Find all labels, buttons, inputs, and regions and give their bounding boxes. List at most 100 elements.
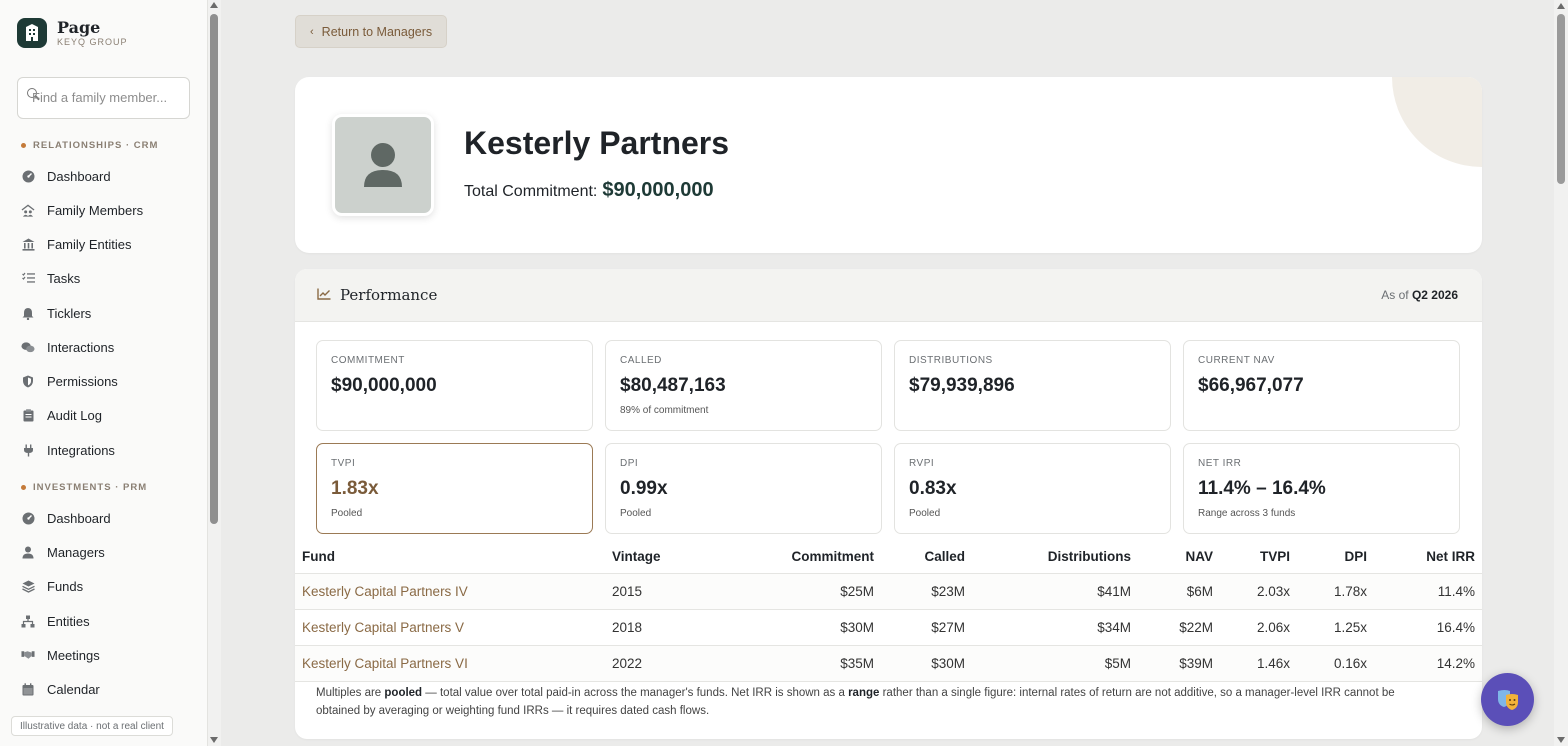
sidebar-item-prm-dashboard[interactable]: Dashboard bbox=[21, 505, 201, 531]
kpi-called: CALLED $80,487,163 89% of commitment bbox=[605, 340, 882, 431]
brand-subtitle: KEYQ GROUP bbox=[57, 36, 128, 47]
shield-icon bbox=[21, 374, 35, 388]
sidebar-item-managers[interactable]: Managers bbox=[21, 539, 201, 565]
sidebar-item-audit-log[interactable]: Audit Log bbox=[21, 402, 201, 428]
as-of-date: As of Q2 2026 bbox=[1381, 288, 1458, 302]
return-to-managers-button[interactable]: ‹ Return to Managers bbox=[295, 15, 447, 48]
methodology-note: Multiples are pooled — total value over … bbox=[316, 687, 1395, 717]
col-header-fund[interactable]: Fund bbox=[295, 541, 605, 574]
col-header-called[interactable]: Called bbox=[881, 541, 972, 574]
table-cell: 0.16x bbox=[1297, 645, 1374, 682]
section-dot-icon bbox=[21, 485, 26, 490]
col-header-commitment[interactable]: Commitment bbox=[715, 541, 881, 574]
table-cell: $30M bbox=[881, 645, 972, 682]
org-chart-icon bbox=[21, 614, 35, 628]
page-scrollbar[interactable] bbox=[1554, 0, 1568, 746]
scroll-down-arrow-icon[interactable] bbox=[210, 737, 218, 743]
sidebar-item-meetings[interactable]: Meetings bbox=[21, 642, 201, 668]
sidebar-item-interactions[interactable]: Interactions bbox=[21, 334, 201, 360]
table-cell: 2.03x bbox=[1220, 573, 1297, 610]
sidebar-item-crm-dashboard[interactable]: Dashboard bbox=[21, 163, 201, 189]
table-cell: 1.78x bbox=[1297, 573, 1374, 610]
dashboard-icon bbox=[21, 169, 35, 183]
sidebar-item-calendar[interactable]: Calendar bbox=[21, 676, 201, 702]
table-cell: $34M bbox=[972, 609, 1138, 646]
col-header-distributions[interactable]: Distributions bbox=[972, 541, 1138, 574]
sidebar-item-funds[interactable]: Funds bbox=[21, 573, 201, 599]
person-placeholder-icon bbox=[364, 143, 402, 187]
sidebar-item-tasks[interactable]: Tasks bbox=[21, 265, 201, 291]
scroll-down-arrow-icon[interactable] bbox=[1557, 737, 1565, 743]
fund-link[interactable]: Kesterly Capital Partners IV bbox=[302, 583, 468, 599]
table-cell: $30M bbox=[715, 609, 881, 646]
table-cell: $41M bbox=[972, 573, 1138, 610]
kpi-dpi[interactable]: DPI 0.99x Pooled bbox=[605, 443, 882, 534]
table-cell: $39M bbox=[1138, 645, 1220, 682]
table-cell: $25M bbox=[715, 573, 881, 610]
line-chart-icon bbox=[317, 286, 331, 304]
chat-icon bbox=[21, 340, 35, 354]
tasks-icon bbox=[21, 271, 35, 285]
performance-header: Performance As of Q2 2026 bbox=[295, 269, 1482, 322]
table-cell: $22M bbox=[1138, 609, 1220, 646]
scroll-up-arrow-icon[interactable] bbox=[1557, 3, 1565, 9]
table-header-row: Fund Vintage Commitment Called Distribut… bbox=[295, 541, 1482, 574]
plug-icon bbox=[21, 443, 35, 457]
kpi-tvpi[interactable]: TVPI 1.83x Pooled bbox=[316, 443, 593, 534]
search-input[interactable] bbox=[32, 90, 182, 105]
table-cell: 1.25x bbox=[1297, 609, 1374, 646]
calendar-icon bbox=[21, 682, 35, 696]
building-logo-icon bbox=[17, 18, 47, 48]
table-cell: 1.46x bbox=[1220, 645, 1297, 682]
col-header-dpi[interactable]: DPI bbox=[1297, 541, 1374, 574]
table-cell: 11.4% bbox=[1374, 573, 1482, 610]
kpi-net-irr[interactable]: NET IRR 11.4% – 16.4% Range across 3 fun… bbox=[1183, 443, 1460, 534]
col-header-vintage[interactable]: Vintage bbox=[605, 541, 715, 574]
table-row: Kesterly Capital Partners V 2018 $30M $2… bbox=[295, 609, 1482, 646]
chevron-left-icon: ‹ bbox=[310, 25, 314, 38]
sidebar-item-integrations[interactable]: Integrations bbox=[21, 437, 201, 463]
scroll-up-arrow-icon[interactable] bbox=[210, 2, 218, 8]
sidebar-scroll-thumb[interactable] bbox=[210, 14, 218, 524]
theater-mask-icon bbox=[1497, 689, 1518, 710]
assistant-fab-button[interactable] bbox=[1481, 673, 1534, 726]
sidebar-item-family-members[interactable]: Family Members bbox=[21, 197, 201, 223]
col-header-net-irr[interactable]: Net IRR bbox=[1374, 541, 1482, 574]
sidebar-item-family-entities[interactable]: Family Entities bbox=[21, 231, 201, 257]
sidebar-item-entities[interactable]: Entities bbox=[21, 608, 201, 634]
total-commitment-value: $90,000,000 bbox=[602, 179, 714, 201]
bank-icon bbox=[21, 237, 35, 251]
table-cell: 2015 bbox=[605, 573, 715, 610]
user-icon bbox=[21, 545, 35, 559]
brand[interactable]: Page KEYQ GROUP bbox=[17, 18, 128, 48]
table-cell: 2018 bbox=[605, 609, 715, 646]
bell-icon bbox=[21, 306, 35, 320]
family-icon bbox=[21, 203, 35, 217]
fund-link[interactable]: Kesterly Capital Partners VI bbox=[302, 655, 468, 671]
table-cell: 2022 bbox=[605, 645, 715, 682]
table-cell: $35M bbox=[715, 645, 881, 682]
table-cell: $6M bbox=[1138, 573, 1220, 610]
sidebar-item-ticklers[interactable]: Ticklers bbox=[21, 300, 201, 326]
sidebar-item-permissions[interactable]: Permissions bbox=[21, 368, 201, 394]
table-row: Kesterly Capital Partners IV 2015 $25M $… bbox=[295, 573, 1482, 610]
table-cell: 14.2% bbox=[1374, 645, 1482, 682]
total-commitment-label: Total Commitment: bbox=[464, 183, 598, 200]
col-header-tvpi[interactable]: TVPI bbox=[1220, 541, 1297, 574]
col-header-nav[interactable]: NAV bbox=[1138, 541, 1220, 574]
search-box bbox=[17, 77, 190, 119]
kpi-commitment: COMMITMENT $90,000,000 bbox=[316, 340, 593, 431]
sidebar: Page KEYQ GROUP RELATIONSHIPS · CRM Dash… bbox=[0, 0, 208, 746]
sidebar-scrollbar[interactable] bbox=[208, 0, 221, 746]
page-scroll-thumb[interactable] bbox=[1557, 14, 1565, 184]
total-commitment: Total Commitment: $90,000,000 bbox=[464, 179, 714, 202]
manager-header-card: Kesterly Partners Total Commitment: $90,… bbox=[295, 77, 1482, 253]
manager-name: Kesterly Partners bbox=[464, 125, 730, 161]
table-cell: 2.06x bbox=[1220, 609, 1297, 646]
funds-table: Fund Vintage Commitment Called Distribut… bbox=[295, 541, 1482, 682]
section-dot-icon bbox=[21, 143, 26, 148]
fund-link[interactable]: Kesterly Capital Partners V bbox=[302, 619, 465, 635]
kpi-rvpi[interactable]: RVPI 0.83x Pooled bbox=[894, 443, 1171, 534]
section-label-crm: RELATIONSHIPS · CRM bbox=[21, 140, 158, 151]
performance-card: Performance As of Q2 2026 COMMITMENT $90… bbox=[295, 269, 1482, 739]
